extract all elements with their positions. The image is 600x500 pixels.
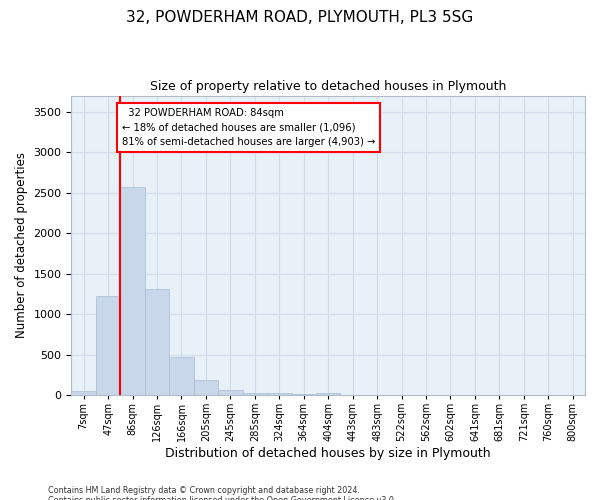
Text: Contains HM Land Registry data © Crown copyright and database right 2024.: Contains HM Land Registry data © Crown c…: [48, 486, 360, 495]
Title: Size of property relative to detached houses in Plymouth: Size of property relative to detached ho…: [150, 80, 506, 93]
Bar: [242, 392, 267, 395]
Bar: [267, 394, 292, 395]
Bar: [292, 394, 316, 395]
X-axis label: Distribution of detached houses by size in Plymouth: Distribution of detached houses by size …: [166, 447, 491, 460]
Bar: [218, 390, 242, 395]
Y-axis label: Number of detached properties: Number of detached properties: [15, 152, 28, 338]
Bar: [194, 380, 218, 395]
Bar: [96, 296, 121, 395]
Text: Contains public sector information licensed under the Open Government Licence v3: Contains public sector information licen…: [48, 496, 397, 500]
Text: 32, POWDERHAM ROAD, PLYMOUTH, PL3 5SG: 32, POWDERHAM ROAD, PLYMOUTH, PL3 5SG: [127, 10, 473, 25]
Bar: [145, 289, 169, 395]
Bar: [71, 391, 96, 395]
Text: 32 POWDERHAM ROAD: 84sqm
← 18% of detached houses are smaller (1,096)
81% of sem: 32 POWDERHAM ROAD: 84sqm ← 18% of detach…: [122, 108, 375, 148]
Bar: [121, 187, 145, 395]
Bar: [316, 392, 340, 395]
Bar: [169, 357, 194, 395]
